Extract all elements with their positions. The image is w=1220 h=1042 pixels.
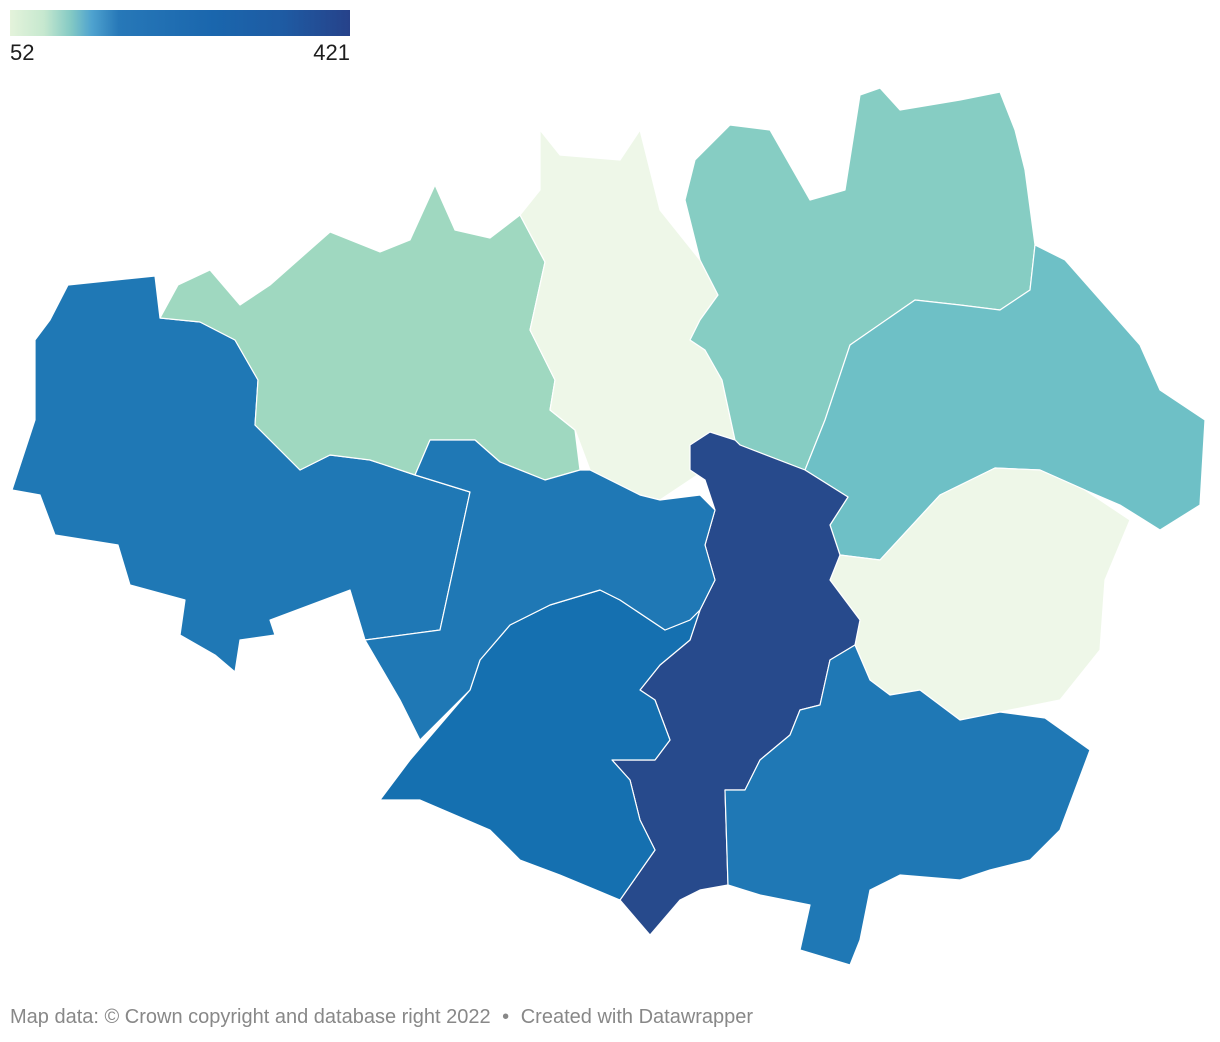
- legend-gradient-bar: [10, 10, 350, 36]
- credit-separator: •: [502, 1006, 510, 1028]
- legend-max-label: 421: [313, 40, 350, 65]
- choropleth-map: [11, 87, 1206, 966]
- datawrapper-credit[interactable]: Created with Datawrapper: [520, 1006, 754, 1028]
- region-south-central[interactable]: [379, 589, 701, 901]
- footer-credits: Map data: © Crown copyright and database…: [10, 1006, 753, 1029]
- legend-min-label: 52: [10, 40, 35, 65]
- map-data-credit: Map data: © Crown copyright and database…: [10, 1006, 491, 1028]
- color-legend: 52 421: [10, 10, 350, 65]
- region-middle[interactable]: [364, 439, 716, 741]
- region-south-east[interactable]: [724, 644, 1091, 966]
